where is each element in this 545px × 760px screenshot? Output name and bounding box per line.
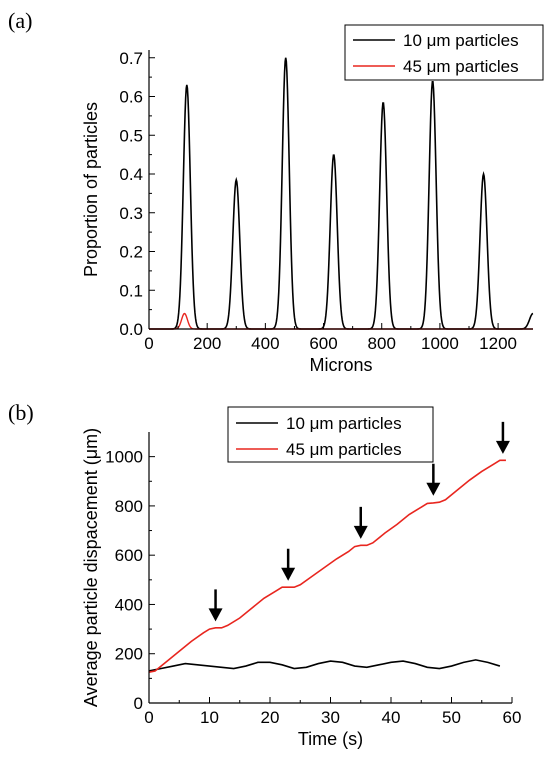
x-tick-label: 200 — [193, 334, 221, 353]
down-arrow-marker — [426, 463, 441, 496]
y-tick-label: 0 — [134, 694, 143, 713]
y-tick-label: 400 — [115, 595, 143, 614]
down-arrow-marker — [281, 548, 296, 581]
y-tick-label: 0.7 — [119, 49, 143, 68]
legend-label-45um: 45 μm particles — [403, 57, 519, 76]
panel-a-legend-box — [344, 24, 544, 81]
x-tick-label: 400 — [251, 334, 279, 353]
chart-panel-a: (a) 0 200 400 600 800 1000 1200 0.00.10.20.30.… — [8, 8, 544, 375]
panel-b-legend: 10 μm particles 45 μm particles — [227, 406, 434, 463]
panel-b-arrows — [208, 421, 510, 622]
panel-b-y-axis-title: Average particle dispacement (μm) — [81, 428, 101, 707]
legend-label-10um-b: 10 μm particles — [286, 414, 402, 433]
panel-a-curves — [149, 57, 534, 330]
panel-a-y-axis-title: Proportion of particles — [81, 102, 101, 277]
x-tick-label: 20 — [261, 708, 280, 727]
y-tick-label: 0.2 — [119, 243, 143, 262]
y-tick-label: 0.4 — [119, 165, 143, 184]
series-line-10um — [149, 57, 534, 330]
down-arrow-marker — [495, 421, 510, 454]
x-tick-label: 10 — [200, 708, 219, 727]
panel-a-x-axis-title: Microns — [309, 355, 372, 375]
series-line-45um-b — [148, 459, 506, 673]
arrow-head — [208, 608, 223, 622]
x-tick-label: 50 — [442, 708, 461, 727]
y-tick-label: 600 — [115, 546, 143, 565]
panel-label-b: (b) — [8, 400, 34, 425]
panel-b-x-ticks: 0 10 20 30 40 50 60 — [144, 697, 521, 727]
arrow-head — [281, 567, 296, 581]
panel-a-x-ticks: 0 200 400 600 800 1000 1200 — [144, 323, 517, 353]
panel-a-legend: 10 μm particles 45 μm particles — [344, 24, 544, 81]
y-tick-label: 0.3 — [119, 204, 143, 223]
y-tick-label: 200 — [115, 645, 143, 664]
chart-panel-b: (b) 0 10 20 30 40 50 60 0 200 400 600 800 1000 Time… — [8, 400, 521, 749]
x-tick-label: 800 — [368, 334, 396, 353]
x-tick-label: 1000 — [421, 334, 459, 353]
panel-b-x-axis-title: Time (s) — [298, 729, 363, 749]
panel-a-y-ticks: 0.0 0.1 0.2 0.3 0.4 0.5 0.6 0.7 — [119, 49, 155, 339]
x-tick-label: 0 — [144, 708, 153, 727]
arrow-head — [495, 440, 510, 454]
arrow-head — [353, 525, 368, 539]
y-tick-label: 800 — [115, 497, 143, 516]
y-tick-label: 0.0 — [119, 320, 143, 339]
panel-b-y-ticks: 0 200 400 600 800 1000 — [105, 448, 155, 713]
x-tick-label: 0 — [144, 334, 153, 353]
legend-label-10um: 10 μm particles — [403, 31, 519, 50]
y-tick-label: 1000 — [105, 448, 143, 467]
x-tick-label: 30 — [321, 708, 340, 727]
series-line-10um-b — [148, 659, 501, 672]
down-arrow-marker — [353, 506, 368, 539]
y-tick-label: 0.1 — [119, 281, 143, 300]
down-arrow-marker — [208, 589, 223, 622]
x-tick-label: 1200 — [479, 334, 517, 353]
y-tick-label: 0.6 — [119, 88, 143, 107]
panel-b-curves — [148, 459, 506, 673]
panel-b-axes — [148, 432, 512, 704]
panel-label-a: (a) — [8, 8, 32, 33]
x-tick-label: 40 — [382, 708, 401, 727]
x-tick-label: 600 — [309, 334, 337, 353]
x-tick-label: 60 — [503, 708, 522, 727]
legend-label-45um-b: 45 μm particles — [286, 440, 402, 459]
arrow-head — [426, 482, 441, 496]
panel-b-legend-box — [227, 406, 434, 463]
panel-a-axes — [148, 50, 533, 330]
y-tick-label: 0.5 — [119, 126, 143, 145]
